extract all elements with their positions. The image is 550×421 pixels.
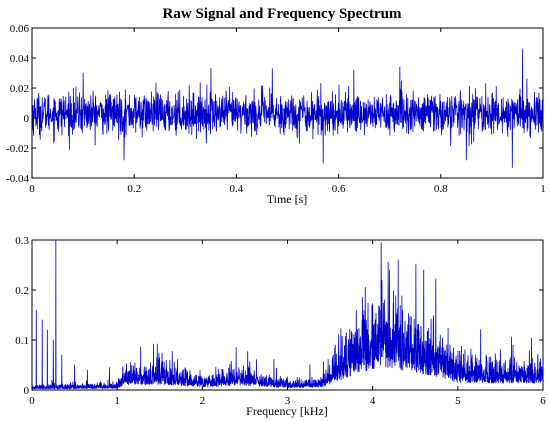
ytick-label: 0.04 xyxy=(10,53,30,65)
time-axis-label: Time [s] xyxy=(267,192,308,206)
amplitude-yticks: -0.04 -0.02 0 0.02 0.04 0.06 xyxy=(6,23,543,185)
xtick-label: 0.4 xyxy=(230,183,244,195)
xtick-label: 0 xyxy=(29,395,35,407)
spectrum-frame xyxy=(31,239,544,391)
xtick-label: 1 xyxy=(540,183,546,195)
ytick-label: 0.02 xyxy=(10,83,29,95)
xtick-label: 0.6 xyxy=(332,183,346,195)
time-xticks: 0 0.2 0.4 0.6 0.8 1 xyxy=(29,28,546,195)
ytick-label: -0.04 xyxy=(6,173,29,185)
ytick-label: 0.1 xyxy=(15,335,29,347)
ytick-label: 0 xyxy=(24,113,30,125)
spectrum-panel: 0 1 2 3 4 5 6 0 0.1 0.2 0.3 Frequency [kHz] xyxy=(15,235,546,418)
magnitude-yticks: 0 0.1 0.2 0.3 xyxy=(15,235,543,397)
xtick-label: 2 xyxy=(200,395,206,407)
figure-title: Raw Signal and Frequency Spectrum xyxy=(163,6,402,22)
xtick-label: 1 xyxy=(114,395,120,407)
xtick-label: 4 xyxy=(370,395,376,407)
xtick-label: 6 xyxy=(540,395,546,407)
xtick-label: 3 xyxy=(285,395,291,407)
ytick-label: 0.06 xyxy=(10,23,30,35)
xtick-label: 5 xyxy=(455,395,461,407)
time-signal-panel: 0 0.2 0.4 0.6 0.8 1 -0.04 -0.02 0 0.02 0.04 0.06 T… xyxy=(6,23,546,206)
ytick-label: 0.3 xyxy=(15,235,29,247)
time-signal-line xyxy=(31,48,544,168)
frequency-xticks: 0 1 2 3 4 5 6 xyxy=(29,240,546,407)
time-signal-series xyxy=(31,48,544,168)
ytick-label: 0.2 xyxy=(15,285,29,297)
xtick-label: 0.8 xyxy=(434,183,448,195)
xtick-label: 0.2 xyxy=(127,183,141,195)
frequency-axis-label: Frequency [kHz] xyxy=(246,404,328,418)
ytick-label: -0.02 xyxy=(6,143,29,155)
ytick-label: 0 xyxy=(24,385,30,397)
xtick-label: 0 xyxy=(29,183,35,195)
